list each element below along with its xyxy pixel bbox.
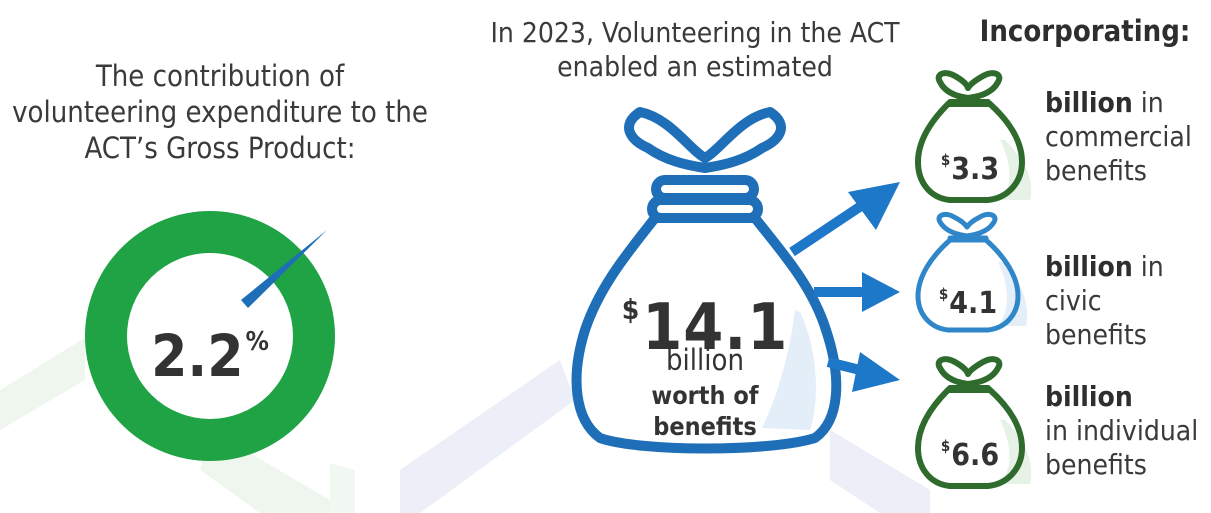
civic-line-2: civic benefits: [1045, 284, 1147, 351]
volunteering-heading: In 2023, Volunteering in the ACT enabled…: [490, 16, 900, 83]
individual-line-3: benefits: [1045, 448, 1147, 481]
commercial-amount: $3.3: [920, 144, 1020, 186]
arrow-right-icon: [789, 182, 900, 257]
civic-benefits-text: billion in civic benefits: [1045, 250, 1210, 352]
commercial-line-2: commercial: [1045, 120, 1192, 153]
total-description: worth of benefits: [651, 381, 759, 441]
money-bag-icon: [914, 70, 1032, 203]
donut-pointer: [241, 230, 327, 308]
individual-benefits-text: billion in individual benefits: [1045, 380, 1210, 482]
commercial-line-1: billion in: [1045, 86, 1210, 120]
total-unit: billion: [665, 343, 745, 377]
individual-currency-symbol: $: [940, 437, 951, 455]
civic-amount: $4.1: [918, 278, 1018, 320]
gross-product-heading: The contribution of volunteering expendi…: [12, 59, 428, 165]
total-currency-symbol: $: [621, 293, 641, 326]
commercial-line-3: benefits: [1045, 154, 1147, 187]
percent-number: 2.2: [151, 322, 244, 390]
money-bag-icon: [915, 212, 1028, 333]
individual-amount-number: 6.6: [951, 438, 1000, 473]
individual-line-1: billion: [1045, 380, 1210, 414]
percent-symbol: %: [245, 327, 269, 357]
arrow-right-icon: [814, 272, 900, 312]
total-amount-number: 14.1: [642, 291, 789, 365]
donut-ring: [85, 211, 335, 461]
percent-value: 2.2%: [130, 312, 290, 386]
civic-line-1: billion in: [1045, 250, 1210, 284]
civic-currency-symbol: $: [938, 285, 949, 303]
money-bag-icon: [914, 356, 1032, 489]
total-amount: $14.1: [610, 278, 800, 360]
individual-billion: billion: [1045, 380, 1133, 413]
civic-amount-number: 4.1: [949, 286, 998, 321]
commercial-currency-symbol: $: [940, 151, 951, 169]
commercial-billion: billion: [1045, 86, 1133, 119]
civic-billion: billion: [1045, 250, 1133, 283]
commercial-amount-number: 3.3: [951, 152, 1000, 187]
individual-amount: $6.6: [920, 430, 1020, 472]
incorporating-heading: Incorporating:: [979, 14, 1191, 48]
commercial-in: in: [1132, 86, 1164, 119]
arrow-right-icon: [826, 352, 900, 392]
individual-line-2: in individual: [1045, 414, 1199, 447]
commercial-benefits-text: billion in commercial benefits: [1045, 86, 1210, 188]
civic-in: in: [1132, 250, 1164, 283]
